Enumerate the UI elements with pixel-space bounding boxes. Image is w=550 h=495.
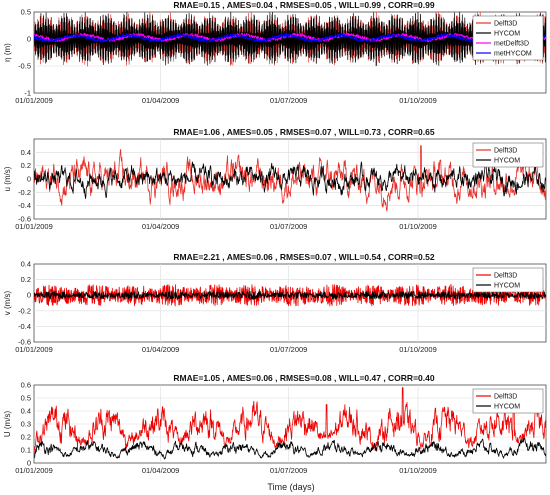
plot-area [33,263,547,343]
legend-box [472,142,544,168]
legend-box [472,267,544,293]
y-tick-label: -0.2 [18,306,31,315]
panel-title: RMAE=0.15 , AMES=0.04 , RMSES=0.05 , WIL… [173,0,434,10]
y-tick-label: -0.4 [18,201,31,210]
y-tick-label: -0.5 [18,62,31,71]
legend-label: HYCOM [494,283,520,290]
series-line-hycom [34,437,546,460]
series-group [34,387,546,460]
y-axis-label: η (m) [3,43,12,62]
y-tick-label: 0.4 [21,260,31,269]
x-tick-label: 01/07/2009 [270,345,308,354]
series-group [34,283,546,307]
y-axis-label: U (m/s) [3,411,12,438]
x-tick-label: 01/10/2009 [399,96,437,105]
legend-box [472,388,544,414]
legend-label: HYCOM [494,404,520,411]
legend-label: HYCOM [494,31,520,38]
legend-label: Delft3D [494,21,517,28]
x-tick-label: 01/10/2009 [399,345,437,354]
x-tick-label: 01/07/2009 [270,222,308,231]
panel-4: 01/01/2009 01/04/2009 01/07/2009 01/10/2009… [3,373,547,475]
y-tick-label: 0 [27,459,31,468]
y-tick-label: -1 [24,89,31,98]
y-tick-label: -0.2 [18,188,31,197]
legend-label: Delft3D [494,394,517,401]
y-tick-label: 0.2 [21,433,31,442]
y-axis-label: v (m/s) [3,290,12,315]
legend-label: Delft3D [494,273,517,280]
legend-label: HYCOM [494,158,520,165]
series-line-hycom [34,161,546,199]
y-tick-label: 0 [27,175,31,184]
panel-title: RMAE=2.21 , AMES=0.06 , RMSES=0.07 , WIL… [173,252,434,262]
x-axis-label: Time (days) [267,482,314,492]
series-line-methycom [34,33,546,43]
x-tick-label: 01/01/2009 [15,345,53,354]
panel-2: 01/01/2009 01/04/2009 01/07/2009 01/10/2009… [3,127,547,231]
series-line-hycom [34,291,546,300]
panel-3: 01/01/2009 01/04/2009 01/07/2009 01/10/2009… [3,252,547,354]
x-tick-label: 01/07/2009 [270,96,308,105]
y-tick-label: 0.5 [21,8,31,17]
y-tick-label: -0.6 [18,215,31,224]
legend: Delft3D HYCOM [472,267,544,293]
x-tick-label: 01/04/2009 [142,466,180,475]
series-line-delft3d [34,145,546,212]
legend: Delft3D HYCOM [472,388,544,414]
y-tick-label: -0.4 [18,322,31,331]
x-tick-label: 01/10/2009 [399,222,437,231]
legend: Delft3D HYCOM [472,142,544,168]
legend: Delft3D HYCOM metDelft3D metHYCOM [472,15,544,61]
legend-label: metDelft3D [494,41,529,48]
series-line-delft3d [34,387,546,453]
x-tick-label: 01/01/2009 [15,96,53,105]
y-tick-label: 0.2 [21,275,31,284]
legend-label: Delft3D [494,148,517,155]
x-tick-label: 01/10/2009 [399,466,437,475]
y-tick-label: 0 [27,291,31,300]
panel-title: RMAE=1.06 , AMES=0.05 , RMSES=0.07 , WIL… [173,127,434,137]
x-tick-label: 01/04/2009 [142,222,180,231]
x-tick-label: 01/07/2009 [270,466,308,475]
series-group [34,145,546,212]
y-tick-label: 0 [27,35,31,44]
x-tick-label: 01/01/2009 [15,466,53,475]
y-tick-label: 0.3 [21,420,31,429]
panels: 01/01/2009 01/04/2009 01/07/2009 01/10/2009… [3,0,547,475]
y-tick-label: 0.2 [21,161,31,170]
y-tick-label: 0.5 [21,394,31,403]
y-tick-label: 0.4 [21,148,31,157]
x-tick-label: 01/04/2009 [142,96,180,105]
panel-title: RMAE=1.05 , AMES=0.06 , RMSES=0.08 , WIL… [173,373,434,383]
x-tick-label: 01/04/2009 [142,345,180,354]
x-tick-label: 01/01/2009 [15,222,53,231]
series-group [34,12,546,67]
y-tick-label: 0.6 [21,381,31,390]
y-axis-label: u (m/s) [3,166,12,191]
y-tick-label: 0.4 [21,407,31,416]
panel-1: 01/01/2009 01/04/2009 01/07/2009 01/10/2009… [3,0,547,105]
legend-label: metHYCOM [494,51,532,58]
y-tick-label: -0.6 [18,338,31,347]
y-tick-label: 0.1 [21,446,31,455]
